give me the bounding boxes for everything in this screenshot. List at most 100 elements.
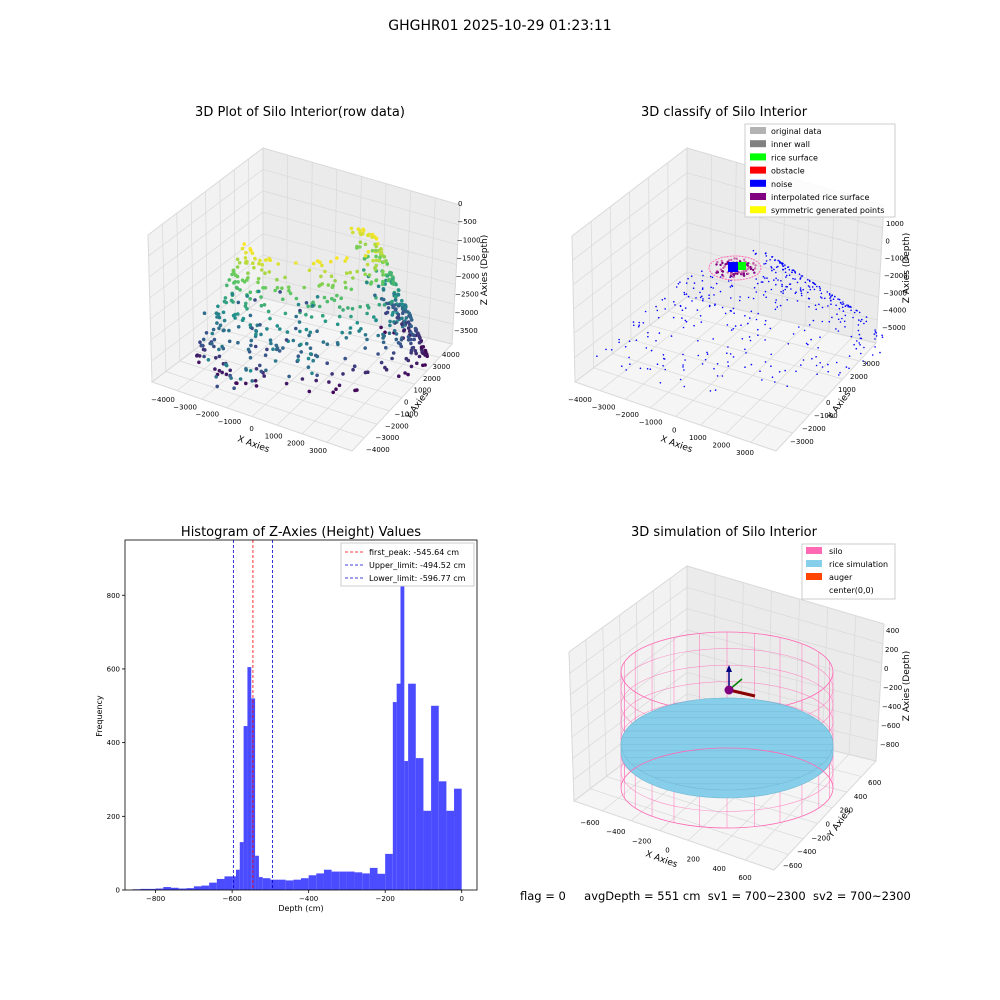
data-point xyxy=(197,360,201,365)
noise-point xyxy=(684,319,687,322)
grid-line xyxy=(262,276,454,325)
grid-line xyxy=(686,271,878,321)
noise-point xyxy=(817,347,819,349)
data-point xyxy=(421,345,426,349)
data-point xyxy=(379,251,384,256)
noise-point xyxy=(649,368,652,371)
y-tick-label: −3000 xyxy=(376,434,400,442)
grid-line xyxy=(233,169,236,320)
data-point xyxy=(404,309,409,314)
data-point xyxy=(235,257,240,262)
noise-point xyxy=(819,296,822,298)
noise-point xyxy=(749,317,751,319)
noise-point xyxy=(796,281,799,284)
grid-line xyxy=(572,672,688,759)
z-tick-label: −1500 xyxy=(456,254,480,262)
data-point xyxy=(363,272,368,277)
data-point xyxy=(233,273,238,278)
noise-point xyxy=(683,385,686,388)
histogram-bar xyxy=(293,879,301,890)
data-point xyxy=(386,306,391,310)
data-point xyxy=(400,336,404,340)
data-point xyxy=(263,353,268,358)
data-point xyxy=(325,342,330,347)
data-point xyxy=(210,331,215,336)
z-tick-label: 0 xyxy=(884,665,888,673)
noise-point xyxy=(774,259,776,262)
noise-point xyxy=(844,305,847,307)
noise-point xyxy=(732,356,735,358)
data-point xyxy=(381,269,385,274)
data-point xyxy=(381,334,386,338)
z-tick-label: −500 xyxy=(457,218,476,226)
data-point xyxy=(407,311,412,316)
noise-point xyxy=(782,262,784,265)
noise-point xyxy=(808,324,811,326)
data-point xyxy=(376,352,380,356)
noise-point xyxy=(859,337,862,340)
data-point xyxy=(335,293,339,298)
data-point xyxy=(266,309,271,314)
noise-point xyxy=(837,318,840,321)
noise-point xyxy=(786,286,788,288)
data-point xyxy=(244,381,248,386)
noise-point xyxy=(808,286,811,288)
noise-point xyxy=(734,325,737,327)
noise-point xyxy=(697,340,699,342)
noise-point xyxy=(782,265,785,268)
legend-box xyxy=(340,542,475,587)
data-point xyxy=(251,261,255,266)
noise-point xyxy=(800,364,802,366)
rice-surface-point xyxy=(752,262,755,265)
x-tick-label: −1000 xyxy=(639,419,663,427)
histogram-bar xyxy=(247,667,252,890)
rice-surface-point xyxy=(721,261,724,265)
noise-point xyxy=(790,288,792,290)
grid-line xyxy=(571,147,688,237)
noise-point xyxy=(683,291,685,294)
data-point xyxy=(244,250,248,255)
data-point xyxy=(381,279,385,284)
rice-surface-point xyxy=(749,267,753,271)
data-point xyxy=(330,372,334,376)
data-point xyxy=(253,256,257,261)
rice-surface-point xyxy=(753,271,756,274)
data-point xyxy=(351,276,355,280)
figure-title: GHGHR01 2025-10-29 01:23:11 xyxy=(388,18,612,34)
noise-point xyxy=(798,273,801,276)
data-point xyxy=(244,367,248,371)
noise-point xyxy=(827,305,829,307)
data-point xyxy=(381,273,385,277)
noise-point xyxy=(816,373,818,376)
noise-point xyxy=(756,282,759,285)
noise-point xyxy=(757,334,759,337)
rice-surface-point xyxy=(746,268,749,271)
noise-point xyxy=(716,363,719,365)
noise-point xyxy=(853,343,855,346)
data-point xyxy=(327,380,331,384)
data-point xyxy=(406,326,411,330)
data-point xyxy=(273,359,278,363)
noise-point xyxy=(655,340,657,342)
data-point xyxy=(302,285,307,290)
noise-point xyxy=(721,375,724,377)
noise-point xyxy=(625,369,627,371)
data-point xyxy=(393,308,398,312)
data-point xyxy=(275,346,280,350)
noise-point xyxy=(810,338,812,341)
noise-point xyxy=(774,308,777,311)
noise-point xyxy=(841,303,843,306)
data-point xyxy=(311,261,316,266)
noise-point xyxy=(683,369,685,371)
grid-line xyxy=(686,197,882,252)
grid-line xyxy=(572,197,688,285)
data-point xyxy=(366,305,371,310)
grid-line xyxy=(585,639,591,789)
data-point xyxy=(373,248,378,253)
data-point xyxy=(404,316,409,320)
noise-point xyxy=(799,278,801,280)
grid-line xyxy=(162,224,167,372)
panel-title: 3D simulation of Silo Interior xyxy=(631,525,818,540)
data-point xyxy=(420,348,424,353)
noise-point xyxy=(727,361,729,363)
